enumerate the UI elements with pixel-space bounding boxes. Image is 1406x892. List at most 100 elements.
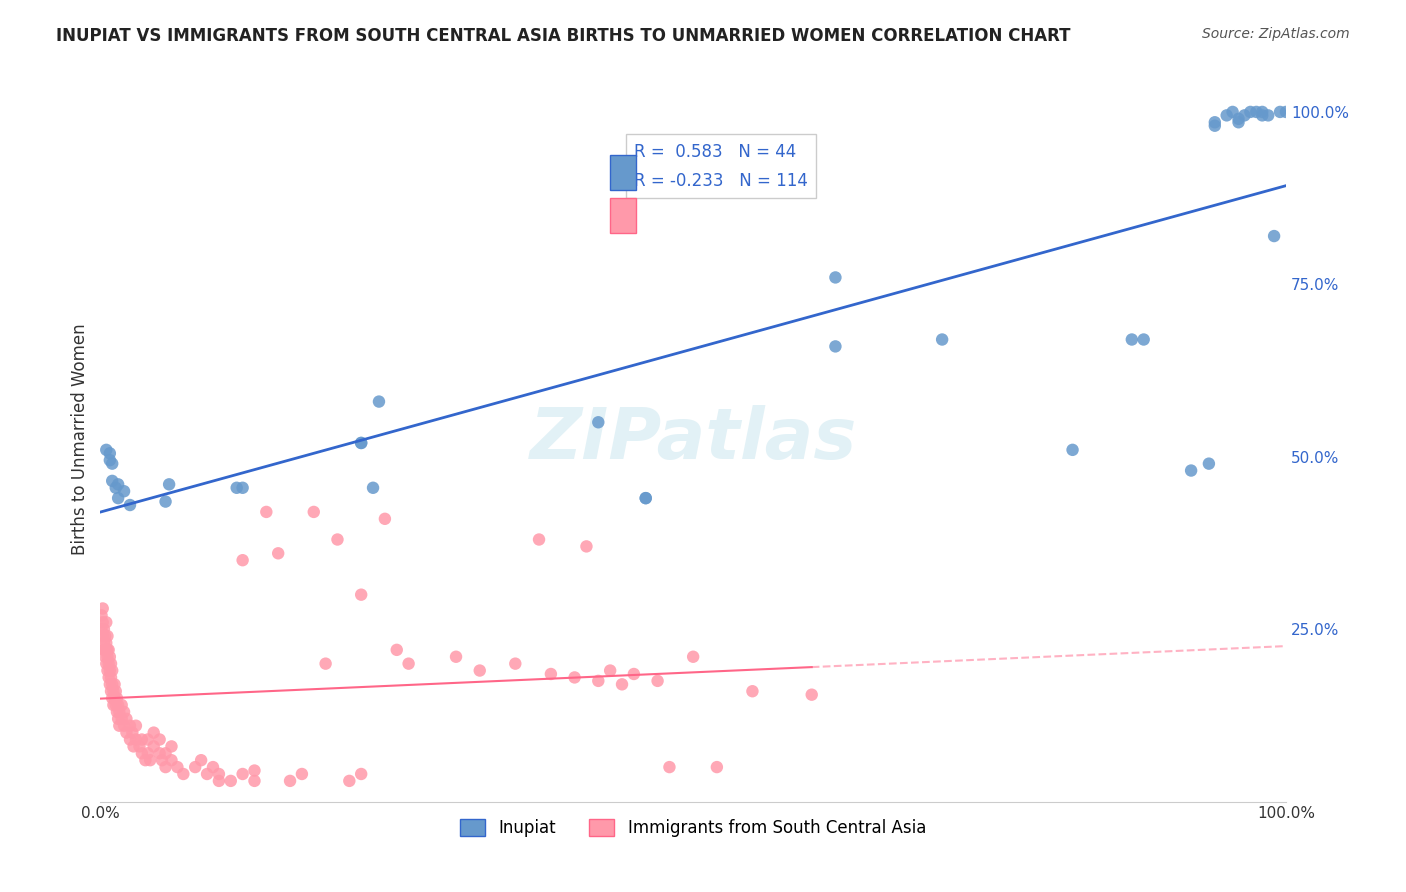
Point: [599, 664, 621, 678]
Point: [931, 333, 953, 347]
Point: [1204, 119, 1226, 133]
Point: [468, 664, 491, 678]
Point: [136, 747, 159, 761]
Point: [101, 677, 124, 691]
Point: [527, 533, 550, 547]
Point: [115, 712, 138, 726]
Point: [564, 670, 586, 684]
Point: [93, 636, 115, 650]
Point: [243, 764, 266, 778]
Point: [98, 446, 121, 460]
Point: [1227, 115, 1250, 129]
Point: [136, 732, 159, 747]
Point: [93, 643, 115, 657]
Text: INUPIAT VS IMMIGRANTS FROM SOUTH CENTRAL ASIA BIRTHS TO UNMARRIED WOMEN CORRELAT: INUPIAT VS IMMIGRANTS FROM SOUTH CENTRAL…: [56, 27, 1071, 45]
Point: [658, 760, 681, 774]
Point: [105, 691, 128, 706]
Point: [1275, 104, 1298, 119]
Point: [131, 747, 153, 761]
Point: [1239, 104, 1261, 119]
Point: [634, 491, 657, 505]
Point: [112, 719, 135, 733]
Point: [104, 684, 127, 698]
Point: [111, 712, 134, 726]
Point: [385, 643, 408, 657]
Point: [97, 670, 120, 684]
Point: [90, 622, 112, 636]
Point: [1062, 442, 1084, 457]
Point: [160, 753, 183, 767]
Point: [1257, 108, 1279, 122]
Point: [111, 698, 134, 712]
Point: [122, 739, 145, 754]
Point: [1215, 108, 1237, 122]
Point: [108, 719, 131, 733]
Point: [1268, 104, 1291, 119]
Point: [155, 760, 177, 774]
Point: [96, 657, 118, 671]
Point: [91, 601, 114, 615]
Point: [134, 753, 156, 767]
Point: [107, 477, 129, 491]
Point: [98, 649, 121, 664]
Point: [278, 773, 301, 788]
Text: R =  0.583   N = 44
R = -0.233   N = 114: R = 0.583 N = 44 R = -0.233 N = 114: [634, 143, 808, 190]
FancyBboxPatch shape: [610, 155, 637, 190]
Point: [118, 732, 141, 747]
Point: [610, 677, 633, 691]
Point: [505, 657, 527, 671]
Point: [107, 491, 129, 505]
Point: [103, 691, 125, 706]
Point: [1180, 464, 1202, 478]
Point: [155, 747, 177, 761]
Point: [97, 643, 120, 657]
Point: [96, 649, 118, 664]
Point: [96, 636, 118, 650]
Point: [350, 436, 373, 450]
Point: [103, 684, 125, 698]
Point: [337, 773, 360, 788]
Point: [100, 670, 122, 684]
Point: [101, 691, 124, 706]
Point: [91, 629, 114, 643]
Point: [96, 664, 118, 678]
Point: [195, 767, 218, 781]
Point: [118, 498, 141, 512]
Point: [107, 712, 129, 726]
Point: [101, 664, 124, 678]
Point: [125, 719, 148, 733]
Point: [1121, 333, 1143, 347]
Point: [98, 677, 121, 691]
Point: [588, 673, 610, 688]
Legend: Inupiat, Immigrants from South Central Asia: Inupiat, Immigrants from South Central A…: [454, 813, 932, 844]
Point: [232, 553, 254, 567]
Point: [444, 649, 467, 664]
Point: [647, 673, 669, 688]
Point: [1132, 333, 1154, 347]
Point: [93, 622, 115, 636]
Point: [96, 643, 118, 657]
Point: [157, 477, 180, 491]
Point: [243, 773, 266, 788]
Point: [350, 767, 373, 781]
Point: [398, 657, 420, 671]
Point: [824, 270, 846, 285]
Point: [142, 739, 165, 754]
Point: [824, 339, 846, 353]
Point: [190, 753, 212, 767]
Point: [208, 773, 231, 788]
Point: [361, 481, 384, 495]
Point: [128, 739, 150, 754]
Point: [1233, 108, 1256, 122]
FancyBboxPatch shape: [610, 198, 637, 233]
Point: [149, 732, 172, 747]
Point: [98, 664, 121, 678]
Point: [96, 615, 118, 630]
Y-axis label: Births to Unmarried Women: Births to Unmarried Women: [72, 324, 89, 556]
Point: [208, 767, 231, 781]
Point: [374, 512, 396, 526]
Point: [800, 688, 823, 702]
Point: [155, 494, 177, 508]
Point: [368, 394, 391, 409]
Point: [115, 725, 138, 739]
